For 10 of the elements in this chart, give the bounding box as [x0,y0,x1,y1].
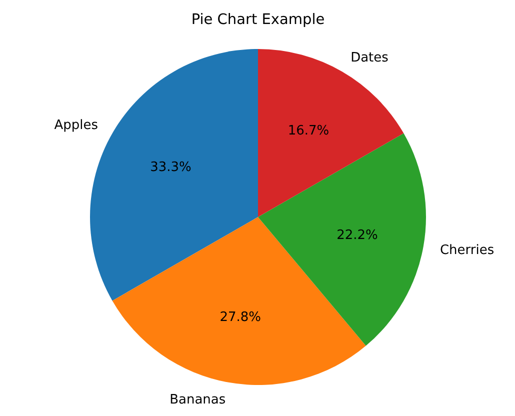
data-label: 33.3% [150,160,192,176]
slice-label: Apples [54,118,98,133]
slice-label: Dates [350,50,389,66]
chart-title: Pie Chart Example [191,12,325,28]
data-label: 27.8% [220,310,262,325]
slice-label: Bananas [170,392,226,408]
data-label: 22.2% [336,228,378,244]
data-label: 16.7% [288,123,330,138]
pie-slice [258,49,404,217]
slice-label: Cherries [440,242,494,258]
